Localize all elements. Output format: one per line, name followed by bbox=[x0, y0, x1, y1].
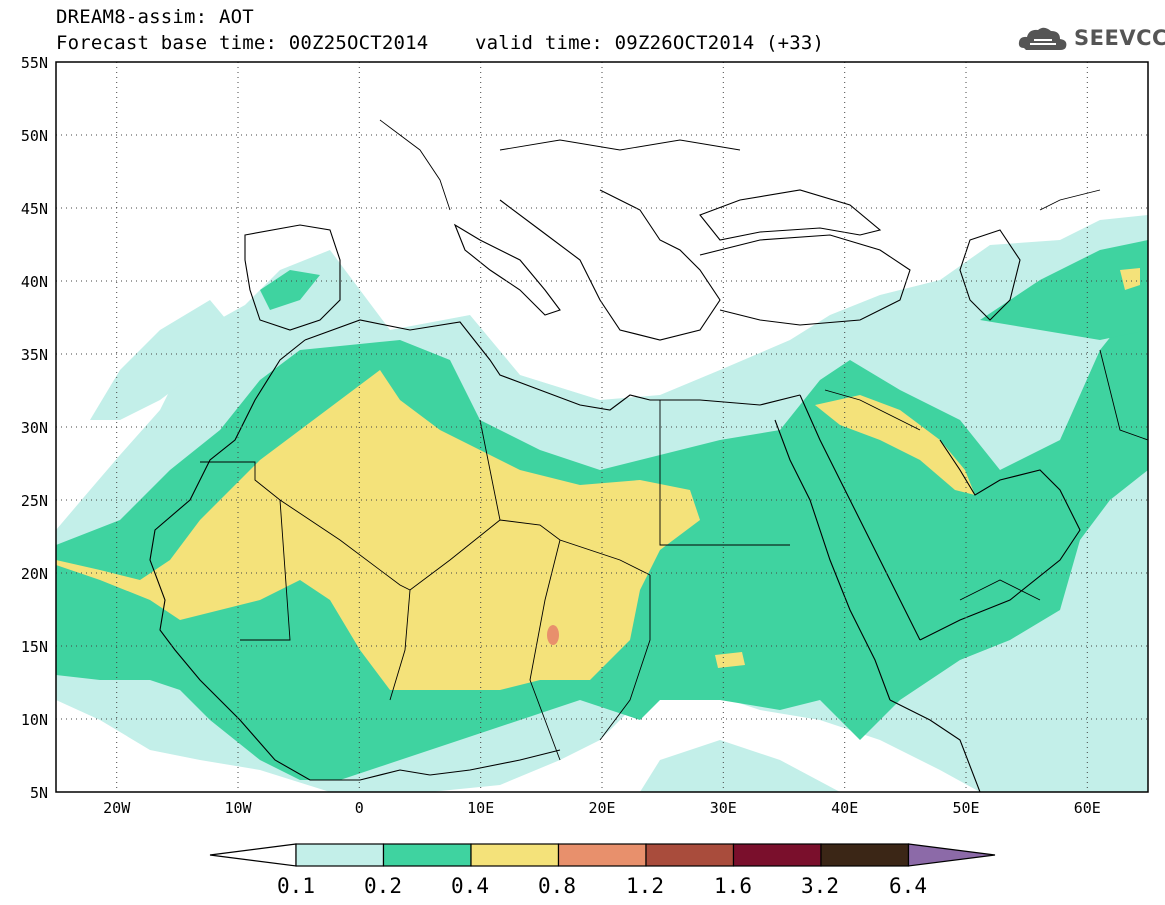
border-2 bbox=[240, 499, 291, 641]
logo-text: SEEVCCC bbox=[1074, 26, 1165, 50]
lat-label-10n: 10N bbox=[21, 711, 48, 729]
border-5 bbox=[599, 575, 651, 741]
border-3 bbox=[389, 589, 411, 701]
coastline-arabia bbox=[919, 439, 1081, 641]
lon-label-10w: 10W bbox=[224, 799, 252, 817]
coastline-turkey bbox=[699, 234, 911, 326]
colorbar-arrow-low bbox=[209, 843, 297, 867]
border-6 bbox=[659, 400, 790, 546]
lon-label-20w: 20W bbox=[103, 799, 131, 817]
lon-label-40e: 40E bbox=[831, 799, 858, 817]
border-12 bbox=[379, 119, 451, 211]
coastline-west-africa bbox=[149, 339, 431, 781]
aot-band-0.2-ne bbox=[980, 240, 1148, 340]
coastline-red-sea bbox=[774, 394, 921, 701]
colorbar-label-1.6: 1.6 bbox=[714, 874, 752, 898]
lat-label-5n: 5N bbox=[30, 784, 48, 802]
colorbar-label-0.1: 0.1 bbox=[277, 874, 315, 898]
colorbar-swatch-7 bbox=[820, 843, 910, 867]
coastline-italy bbox=[453, 223, 561, 316]
coastline-north-africa bbox=[304, 319, 801, 411]
aot-band-0.4-gulf bbox=[815, 395, 975, 495]
coastline-horn bbox=[889, 699, 981, 792]
coastline-gulf-guinea bbox=[429, 749, 561, 776]
aot-band-0.2-sw bbox=[260, 270, 320, 310]
colorbar bbox=[209, 843, 996, 867]
colorbar-swatch-1 bbox=[295, 843, 385, 867]
border-4 bbox=[529, 539, 561, 761]
lat-label-25n: 25N bbox=[21, 492, 48, 510]
graticule bbox=[56, 62, 1148, 792]
colorbar-label-0.8: 0.8 bbox=[538, 874, 576, 898]
colorbar-swatch-6 bbox=[732, 843, 822, 867]
colorbar-label-3.2: 3.2 bbox=[801, 874, 839, 898]
lat-label-50n: 50N bbox=[21, 127, 48, 145]
aot-band-0.1-west bbox=[90, 300, 235, 420]
lat-label-30n: 30N bbox=[21, 419, 48, 437]
lon-label-50e: 50E bbox=[952, 799, 979, 817]
lon-label-20e: 20E bbox=[588, 799, 615, 817]
coastline-black-sea bbox=[699, 189, 882, 241]
aot-band-0.4 bbox=[56, 370, 700, 690]
border-7 bbox=[479, 419, 501, 521]
lon-label-60e: 60E bbox=[1074, 799, 1101, 817]
colorbar-label-0.2: 0.2 bbox=[364, 874, 402, 898]
lon-label-10e: 10E bbox=[467, 799, 494, 817]
map-title: DREAM8-assim: AOT bbox=[56, 6, 254, 28]
aot-band-0.8 bbox=[547, 625, 559, 645]
lon-label-30e: 30E bbox=[710, 799, 737, 817]
colorbar-label-0.4: 0.4 bbox=[451, 874, 489, 898]
colorbar-swatch-4 bbox=[557, 843, 647, 867]
lat-label-40n: 40N bbox=[21, 273, 48, 291]
border-13 bbox=[959, 579, 1041, 601]
borders bbox=[200, 119, 1148, 761]
cloud-logo-icon bbox=[1018, 27, 1067, 50]
colorbar-swatch-5 bbox=[645, 843, 735, 867]
coastline-balkans bbox=[499, 189, 721, 341]
border-9 bbox=[1039, 189, 1101, 211]
border-11 bbox=[499, 139, 741, 151]
lon-label-0: 0 bbox=[355, 799, 364, 817]
lat-label-45n: 45N bbox=[21, 200, 48, 218]
coastlines bbox=[149, 189, 1081, 792]
coastline-iberia bbox=[244, 224, 341, 331]
aot-band-0.1-east bbox=[640, 740, 840, 792]
colorbar-label-1.2: 1.2 bbox=[626, 874, 664, 898]
map-frame bbox=[55, 61, 1149, 793]
border-10 bbox=[1099, 349, 1148, 441]
colorbar-swatch-3 bbox=[470, 843, 560, 867]
lat-axis: 55N 50N 45N 40N 35N 30N 25N 20N 15N 10N … bbox=[21, 54, 48, 802]
aot-fields bbox=[56, 215, 1148, 792]
colorbar-swatch-2 bbox=[382, 843, 472, 867]
colorbar-arrow-high bbox=[907, 843, 996, 867]
aot-band-0.4-sahel bbox=[715, 652, 745, 668]
colorbar-label-6.4: 6.4 bbox=[889, 874, 927, 898]
coastline-caspian bbox=[959, 229, 1021, 321]
border-8 bbox=[824, 389, 921, 431]
lat-label-15n: 15N bbox=[21, 638, 48, 656]
lat-label-55n: 55N bbox=[21, 54, 48, 72]
lat-label-35n: 35N bbox=[21, 346, 48, 364]
aot-band-0.4-east bbox=[1120, 268, 1140, 290]
colorbar-labels: 0.1 0.2 0.4 0.8 1.2 1.6 3.2 6.4 bbox=[277, 874, 927, 898]
lat-label-20n: 20N bbox=[21, 565, 48, 583]
lon-axis: 20W 10W 0 10E 20E 30E 40E 50E 60E bbox=[103, 799, 1101, 817]
forecast-times: Forecast base time: 00Z25OCT2014 valid t… bbox=[56, 32, 825, 54]
